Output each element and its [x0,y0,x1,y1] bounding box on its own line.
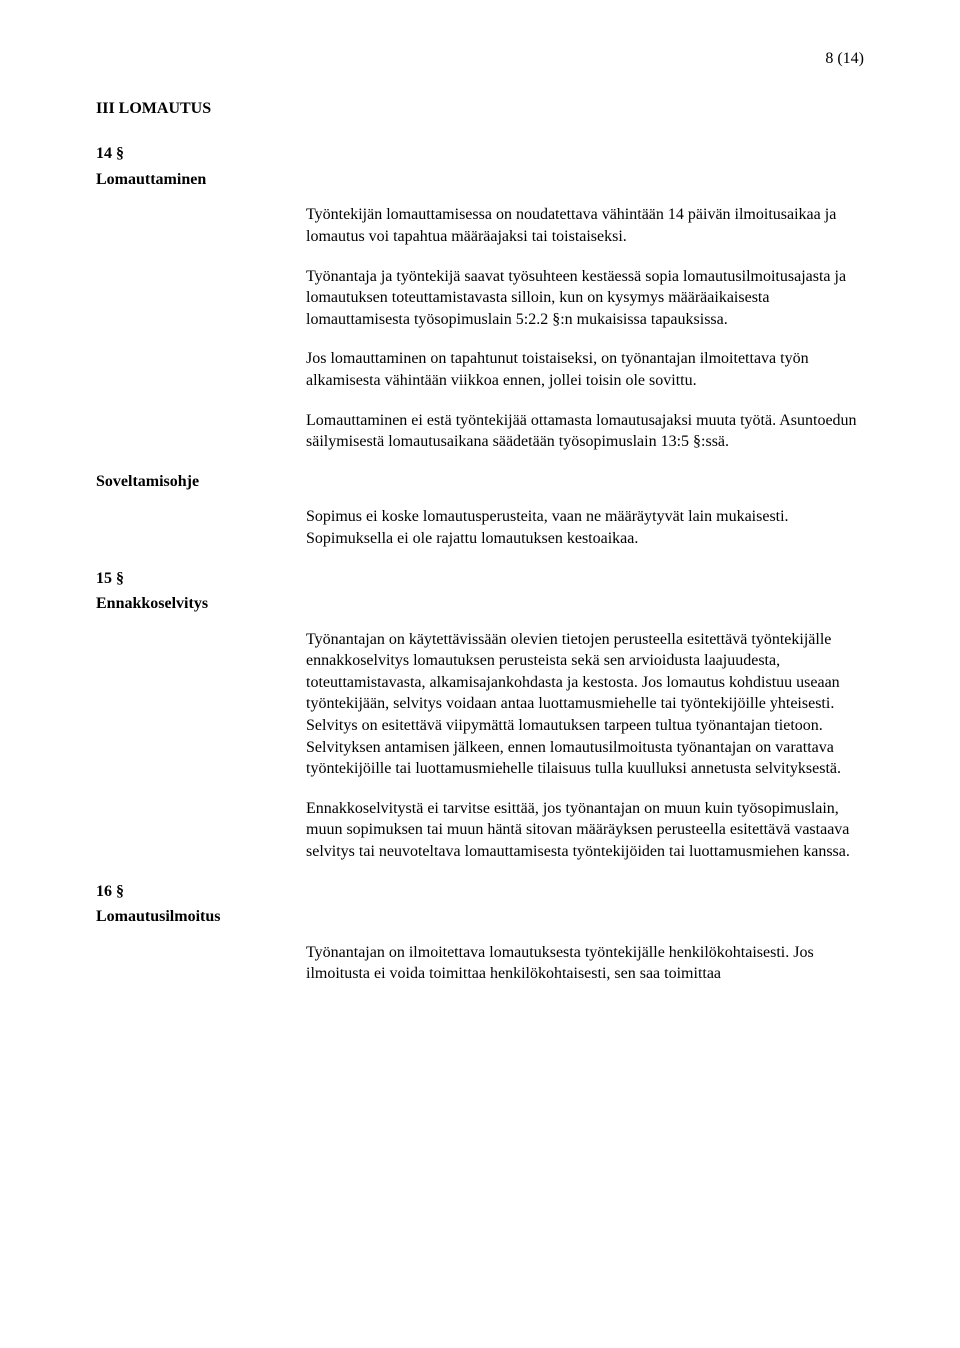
article-14-p4: Lomauttaminen ei estä työntekijää ottama… [306,410,864,453]
article-16-title: Lomautusilmoitus [96,906,864,928]
article-14-p1: Työntekijän lomauttamisessa on noudatett… [306,204,864,247]
article-16-p1: Työnantajan on ilmoitettava lomautuksest… [306,942,864,985]
soveltamisohje-p1: Sopimus ei koske lomautusperusteita, vaa… [306,506,864,549]
soveltamisohje-body: Sopimus ei koske lomautusperusteita, vaa… [306,506,864,549]
article-14-title: Lomauttaminen [96,169,864,191]
article-15-body: Työnantajan on käytettävissään olevien t… [306,629,864,863]
page-number: 8 (14) [96,48,864,70]
article-14-body: Työntekijän lomauttamisessa on noudatett… [306,204,864,452]
soveltamisohje-title: Soveltamisohje [96,471,864,493]
article-16-body: Työnantajan on ilmoitettava lomautuksest… [306,942,864,985]
article-15-title: Ennakkoselvitys [96,593,864,615]
article-15-number: 15 § [96,568,864,590]
article-15-p1: Työnantajan on käytettävissään olevien t… [306,629,864,780]
article-14-p3: Jos lomauttaminen on tapahtunut toistais… [306,348,864,391]
article-15-p2: Ennakkoselvitystä ei tarvitse esittää, j… [306,798,864,863]
article-14-number: 14 § [96,143,864,165]
article-14-p2: Työnantaja ja työntekijä saavat työsuhte… [306,266,864,331]
article-16-number: 16 § [96,881,864,903]
section-title: III LOMAUTUS [96,98,864,120]
